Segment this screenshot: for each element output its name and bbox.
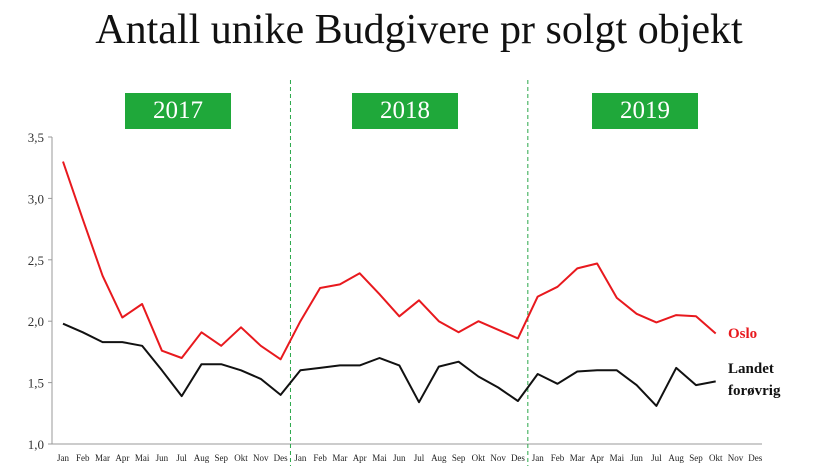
x-tick-label: Mar: [95, 453, 110, 463]
x-tick-label: Feb: [313, 453, 327, 463]
x-tick-label: Okt: [234, 453, 248, 463]
year-badge-2017: 2017: [125, 93, 231, 129]
y-tick-label: 1,0: [28, 437, 44, 452]
x-tick-label: Jun: [393, 453, 406, 463]
x-tick-label: Des: [748, 453, 762, 463]
x-tick-label: Okt: [472, 453, 486, 463]
series-label-landet: Landet: [728, 361, 774, 377]
x-tick-label: Sep: [452, 453, 466, 463]
x-tick-label: Mai: [610, 453, 625, 463]
series-label-landet: forøvrig: [728, 383, 781, 399]
year-badge-2019: 2019: [592, 93, 698, 129]
series-label-oslo: Oslo: [728, 326, 757, 342]
x-tick-label: Mai: [135, 453, 150, 463]
x-tick-label: Okt: [709, 453, 723, 463]
x-tick-label: Des: [274, 453, 288, 463]
x-tick-label: Mar: [570, 453, 585, 463]
year-badge-2018: 2018: [352, 93, 458, 129]
x-tick-label: Jan: [57, 453, 69, 463]
x-tick-label: Apr: [590, 453, 604, 463]
x-tick-label: Mai: [372, 453, 387, 463]
x-tick-label: Jul: [176, 453, 187, 463]
x-tick-label: Aug: [431, 453, 447, 463]
x-tick-label: Mar: [332, 453, 347, 463]
x-tick-label: Sep: [689, 453, 703, 463]
series-line-oslo: [62, 161, 717, 361]
x-tick-label: Jun: [156, 453, 169, 463]
x-tick-label: Jun: [630, 453, 643, 463]
x-tick-label: Sep: [214, 453, 228, 463]
x-tick-label: Des: [511, 453, 525, 463]
chart-title: Antall unike Budgivere pr solgt objekt: [95, 7, 743, 53]
x-tick-label: Feb: [551, 453, 565, 463]
x-tick-label: Apr: [353, 453, 367, 463]
x-tick-label: Nov: [490, 453, 506, 463]
y-tick-label: 1,5: [28, 376, 44, 391]
x-tick-label: Jul: [651, 453, 662, 463]
series-line-landet: [62, 322, 716, 407]
x-tick-label: Apr: [115, 453, 129, 463]
x-tick-label: Jul: [414, 453, 425, 463]
x-tick-label: Nov: [728, 453, 744, 463]
x-tick-label: Aug: [668, 453, 684, 463]
x-tick-label: Jan: [532, 453, 544, 463]
x-tick-label: Jan: [294, 453, 306, 463]
x-tick-label: Feb: [76, 453, 90, 463]
x-tick-label: Nov: [253, 453, 269, 463]
y-tick-label: 3,5: [28, 130, 44, 145]
y-tick-label: 3,0: [28, 191, 44, 206]
x-tick-label: Aug: [194, 453, 210, 463]
y-tick-label: 2,5: [28, 253, 44, 268]
y-tick-label: 2,0: [28, 314, 44, 329]
